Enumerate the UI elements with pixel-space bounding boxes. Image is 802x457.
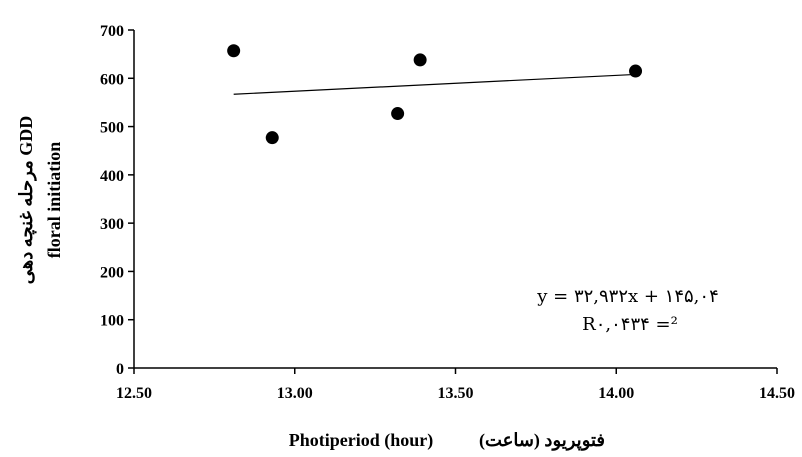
y-tick-label: 400 [100, 168, 124, 185]
data-point [227, 44, 241, 58]
trendline-group [233, 73, 636, 95]
data-point [391, 107, 405, 121]
data-point [629, 64, 643, 78]
x-tick-label: 13.50 [438, 385, 474, 402]
plot-area [133, 30, 777, 369]
x-tick-label: 13.00 [277, 385, 313, 402]
y-tick-label: 100 [100, 313, 124, 330]
y-tick-label: 500 [100, 120, 124, 137]
x-tick-label: 14.00 [598, 385, 634, 402]
y-axis-title-line1: مرحله غنچه دهی GDD [16, 116, 37, 284]
x-tick-label: 12.50 [116, 385, 152, 402]
x-axis-title: Photiperiod (hour) [289, 430, 434, 451]
y-tick-label: 0 [116, 361, 124, 378]
trendline [233, 73, 636, 95]
y-tick-label: 600 [100, 71, 124, 88]
data-points [227, 44, 643, 145]
x-axis-title-persian: فتوپریود (ساعت) [479, 430, 605, 451]
regression-equation: y = ۳۲,۹۳۲x + ۱۴۵,۰۴ [536, 286, 719, 307]
y-tick-label: 200 [100, 264, 124, 281]
x-tick-label: 14.50 [759, 385, 795, 402]
y-axis-title-line2: floral initiation [44, 142, 64, 259]
r-squared-label: R۰,۰۴۳۴ =² [582, 314, 678, 335]
y-tick-label: 700 [100, 23, 124, 40]
x-ticks: 12.50 13.00 13.50 14.00 14.50 [116, 368, 795, 402]
data-point [413, 53, 427, 67]
y-tick-label: 300 [100, 216, 124, 233]
data-point [265, 131, 279, 145]
y-ticks: 0 100 200 300 400 500 600 700 [100, 23, 134, 378]
